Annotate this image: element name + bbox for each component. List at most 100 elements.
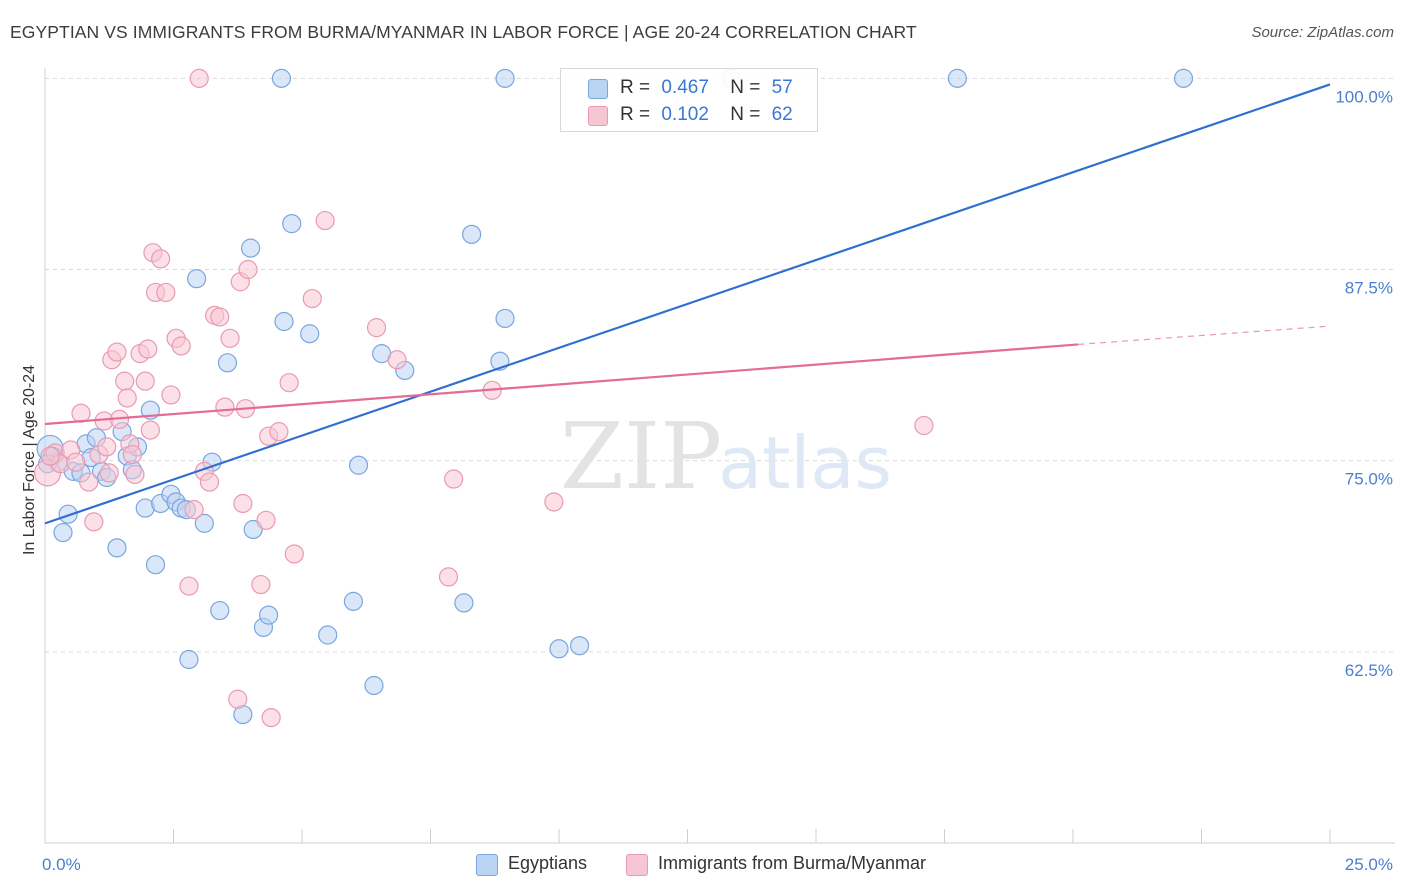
egyptians-point (462, 224, 482, 244)
burma-point (99, 463, 119, 483)
y-tick-label: 62.5% (1345, 661, 1393, 680)
burma-point (238, 259, 258, 280)
y-tick-label: 100.0% (1335, 87, 1393, 106)
watermark-atlas: atlas (718, 421, 892, 505)
burma-point (179, 576, 199, 596)
egyptians-point (947, 68, 967, 88)
burma-point (117, 388, 137, 408)
egyptians-point (495, 308, 515, 329)
legend-r-label: R = (620, 104, 651, 125)
legend-n-label: N = (730, 77, 761, 98)
egyptians-point (194, 513, 214, 533)
burma-point (135, 371, 155, 391)
burma-point (251, 574, 271, 595)
burma-point (438, 567, 459, 587)
burma-point (544, 492, 564, 512)
x-tick-label: 25.0% (1345, 855, 1393, 874)
burma-point (71, 403, 91, 423)
egyptians-trend-line (44, 83, 1331, 525)
source-credit: Source: ZipAtlas.com (1251, 24, 1394, 41)
burma-point (256, 510, 276, 530)
burma-trend-extension (1078, 325, 1331, 346)
egyptians-point (210, 600, 230, 621)
burma-point (184, 500, 204, 520)
gridlines (45, 77, 1395, 653)
burma-point (156, 282, 176, 303)
series-legend: Egyptians Immigrants from Burma/Myanmar (0, 853, 1406, 877)
legend-n-value: 57 (771, 77, 793, 98)
egyptians-point (145, 555, 166, 575)
burma-point (115, 371, 135, 391)
y-tick-label: 75.0% (1345, 470, 1393, 489)
burma-point (122, 444, 142, 465)
burma-point (40, 446, 60, 466)
legend-label-egyptians: Egyptians (508, 853, 588, 873)
burma-point (261, 707, 281, 728)
burma-point (387, 350, 407, 370)
egyptians-point (241, 238, 261, 258)
burma-point (233, 493, 253, 514)
legend-swatch-pink (626, 854, 648, 876)
egyptians-point (343, 591, 363, 611)
egyptians-point (274, 311, 294, 332)
watermark: ZIP atlas (560, 403, 892, 510)
burma-point (215, 397, 235, 417)
egyptians-point (454, 593, 474, 613)
egyptians-point (569, 636, 590, 656)
egyptians-point (58, 504, 78, 524)
legend-r-value: 0.102 (661, 104, 709, 125)
egyptians-point (53, 522, 73, 543)
legend-n-value: 62 (771, 104, 793, 125)
legend-r-label: R = (620, 77, 651, 98)
egyptians-point (300, 324, 320, 344)
burma-point (125, 464, 145, 485)
egyptians-point (107, 538, 127, 558)
burma-point (79, 472, 99, 492)
egyptians-point (364, 675, 384, 696)
burma-point (284, 544, 304, 564)
egyptians-point (549, 639, 569, 659)
egyptians-point (1173, 68, 1194, 88)
burma-point (161, 385, 181, 405)
burma-point (151, 249, 171, 269)
data-points (33, 68, 1194, 728)
egyptians-point (187, 269, 207, 289)
y-tick-label: 87.5% (1345, 279, 1393, 298)
burma-point (366, 318, 387, 338)
burma-point (84, 512, 104, 532)
x-tick-label: 0.0% (42, 855, 81, 874)
burma-point (210, 307, 230, 327)
burma-point (315, 210, 335, 231)
chart-title: EGYPTIAN VS IMMIGRANTS FROM BURMA/MYANMA… (10, 22, 917, 42)
burma-point (444, 469, 464, 489)
burma-point (269, 422, 289, 442)
egyptians-point (495, 68, 515, 88)
trend-lines (44, 83, 1331, 525)
watermark-zip: ZIP (560, 403, 722, 510)
burma-point (171, 336, 191, 356)
burma-point (279, 373, 299, 393)
legend-r-value: 0.467 (661, 77, 709, 98)
egyptians-point (318, 625, 338, 645)
burma-trend-line (44, 343, 1079, 426)
burma-point (914, 415, 934, 436)
legend-label-burma: Immigrants from Burma/Myanmar (658, 853, 927, 873)
burma-point (107, 342, 127, 362)
burma-point (220, 328, 240, 348)
legend-swatch-blue (588, 79, 608, 99)
burma-point (97, 437, 117, 457)
burma-point (189, 68, 209, 88)
egyptians-point (271, 68, 292, 88)
egyptians-point (258, 605, 279, 625)
legend-n-label: N = (730, 104, 761, 125)
egyptians-point (217, 353, 238, 373)
burma-point (66, 452, 86, 472)
egyptians-point (348, 455, 369, 475)
burma-point (199, 472, 220, 492)
burma-point (302, 288, 322, 309)
egyptians-point (179, 649, 199, 670)
tick-labels: 100.0% 87.5% 75.0% 62.5% 0.0% 25.0% (42, 87, 1393, 874)
burma-point (228, 689, 248, 709)
burma-point (138, 339, 158, 359)
